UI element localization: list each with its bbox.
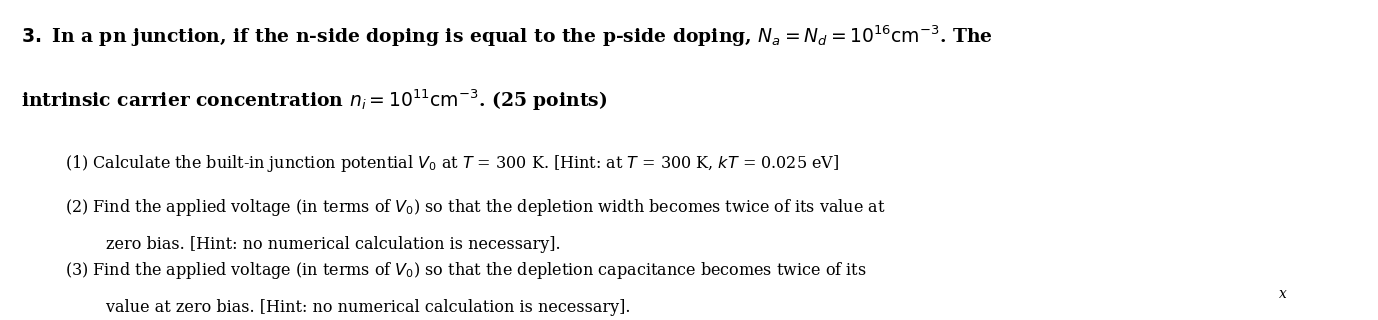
Text: intrinsic carrier concentration $n_i = 10^{11}\rm{cm}^{-3}$. (25 points): intrinsic carrier concentration $n_i = 1… bbox=[21, 87, 606, 113]
Text: (2) Find the applied voltage (in terms of $V_0$) so that the depletion width bec: (2) Find the applied voltage (in terms o… bbox=[65, 197, 885, 218]
Text: (3) Find the applied voltage (in terms of $V_0$) so that the depletion capacitan: (3) Find the applied voltage (in terms o… bbox=[65, 260, 867, 281]
Text: value at zero bias. [Hint: no numerical calculation is necessary].: value at zero bias. [Hint: no numerical … bbox=[65, 300, 630, 316]
Text: (1) Calculate the built-in junction potential $V_0$ at $T$ = 300 K. [Hint: at $T: (1) Calculate the built-in junction pote… bbox=[65, 153, 839, 174]
Text: $\bf{3.}$ In a pn junction, if the n-side doping is equal to the p-side doping, : $\bf{3.}$ In a pn junction, if the n-sid… bbox=[21, 24, 992, 49]
Text: x: x bbox=[1279, 287, 1287, 301]
Text: zero bias. [Hint: no numerical calculation is necessary].: zero bias. [Hint: no numerical calculati… bbox=[65, 236, 561, 253]
